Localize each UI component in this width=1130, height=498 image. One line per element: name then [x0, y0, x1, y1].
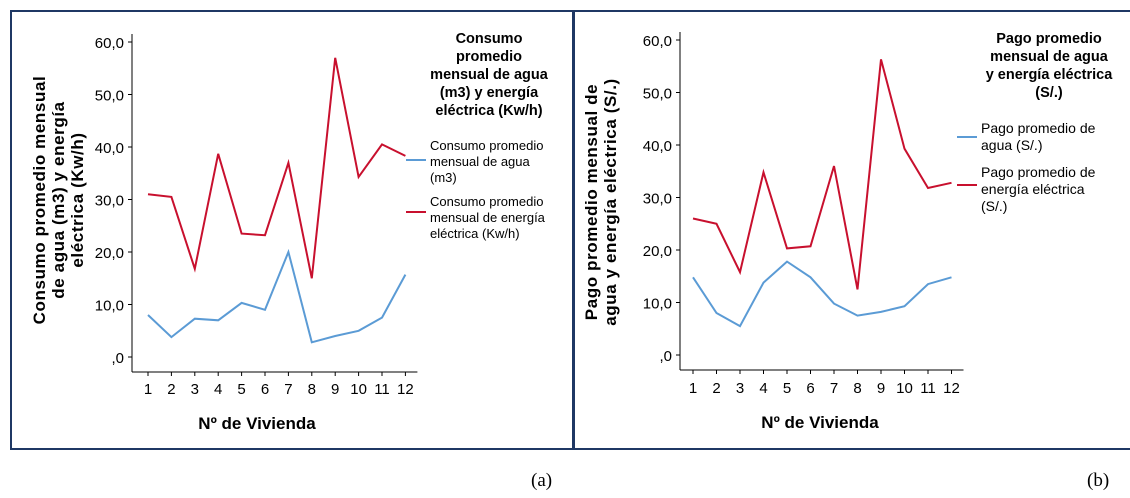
chart-a-y-tick-label: 20,0 — [95, 245, 124, 262]
chart-b-y-tick-label: 10,0 — [643, 296, 672, 313]
chart-b-x-tick-label: 2 — [712, 380, 720, 397]
chart-b-legend-label-line: Pago promedio de — [981, 120, 1096, 136]
chart-a-legend-label-line: mensual de agua — [430, 154, 530, 169]
chart-b-x-tick-label: 11 — [920, 380, 936, 397]
chart-a-legend-label-line: Consumo promedio — [430, 194, 544, 209]
chart-b-y-tick-label: 20,0 — [643, 243, 672, 260]
chart-a-y-tick-label: 60,0 — [95, 35, 124, 52]
chart-b-legend-label-line: Pago promedio de — [981, 164, 1096, 180]
chart-a-legend-title-line: Consumo — [455, 31, 523, 47]
chart-a-x-tick-label: 3 — [191, 381, 199, 398]
chart-b-legend-swatch-2 — [957, 184, 977, 186]
chart-b-legend-swatch-1 — [957, 136, 977, 138]
chart-a-legend-label-1: Consumo promedio mensual de agua (m3) — [430, 138, 543, 186]
chart-b-y-tick-label: 60,0 — [643, 33, 672, 50]
chart-b-plot: ,010,020,030,040,050,060,01 2 3 4 5 6 7 8 9 10 11 1… — [582, 32, 964, 432]
chart-b-legend-label-1: Pago promedio de agua (S/.) — [981, 120, 1095, 154]
chart-b-x-tick-label: 4 — [759, 380, 767, 397]
chart-b-legend-label-line: energía eléctrica — [981, 181, 1085, 197]
chart-b-y-axis-title: Pago promedio mensual de agua y energía e… — [582, 78, 620, 326]
chart-a-x-tick-label: 5 — [237, 381, 245, 398]
chart-a-legend-title: Consumo promedio mensual de agua (m3) y ene… — [410, 30, 568, 120]
chart-a-legend-title-line: (m3) y energía — [439, 85, 539, 101]
chart-a-y-axis-title-line: de agua (m3) y energía — [49, 101, 68, 298]
chart-a-legend-title-line: eléctrica (Kw/h) — [435, 103, 543, 119]
chart-a-x-axis-title: Nº de Vivienda — [198, 414, 316, 433]
chart-a-legend-title-line: promedio — [455, 49, 523, 65]
chart-b-x-tick-label: 7 — [830, 380, 838, 397]
chart-a-legend-label-line: (m3) — [430, 170, 457, 185]
chart-a-legend-label-2: Consumo promedio mensual de energía eléctr… — [430, 194, 545, 242]
chart-a-x-tick-label: 8 — [308, 381, 316, 398]
chart-b-x-tick-label: 5 — [783, 380, 791, 397]
chart-b-x-axis-title: Nº de Vivienda — [761, 413, 879, 432]
chart-a-legend-label-line: Consumo promedio — [430, 138, 544, 153]
chart-a-y-tick-label: 50,0 — [95, 88, 124, 105]
caption-b: (b) — [1087, 470, 1110, 491]
chart-b-legend-label-2: Pago promedio de energía eléctrica (S/.) — [981, 164, 1095, 215]
chart-a-series-1-line — [147, 248, 407, 344]
chart-a-x-tick-label: 7 — [284, 381, 292, 398]
chart-a-legend-swatch-2 — [406, 211, 426, 213]
chart-b-legend-title-line: (S/.) — [1035, 85, 1063, 101]
chart-b-x-tick-label: 8 — [853, 380, 861, 397]
chart-a-y-axis-title: Consumo promedio mensual de agua (m3) y e… — [30, 76, 87, 325]
chart-a-x-tick-label: 9 — [331, 381, 339, 398]
chart-a-x-tick-label: 10 — [350, 381, 367, 398]
chart-a-x-tick-label: 6 — [261, 381, 269, 398]
chart-b-legend-title-line: Pago promedio — [996, 31, 1102, 47]
caption-a: (a) — [531, 470, 553, 491]
chart-b-y-axis-title-line: agua y energía eléctrica (S/.) — [601, 78, 620, 326]
chart-b-x-tick-label: 10 — [896, 380, 913, 397]
chart-a-legend-title-line: mensual de agua — [430, 67, 548, 83]
chart-a-y-tick-label: 30,0 — [95, 193, 124, 210]
chart-b-x-tick-label: 12 — [943, 380, 960, 397]
chart-a-y-tick-label: 10,0 — [95, 298, 124, 315]
chart-b-series-2-line — [692, 59, 952, 290]
chart-b-y-tick-label: ,0 — [659, 348, 672, 365]
chart-b-legend-label-line: (S/.) — [981, 198, 1008, 214]
chart-a-plot: ,010,020,030,040,050,060,01 2 3 4 5 6 7 8 9 10 11 1… — [30, 34, 418, 433]
chart-b-x-tick-label: 3 — [736, 380, 744, 397]
chart-a-x-tick-label: 11 — [374, 381, 390, 398]
chart-panel-a: ,0 10,0 20,0 30,0 40,0 50,0 60,0 1 2 3 4 5 6 7 8 9 10 11 1… — [10, 10, 574, 450]
chart-b-y-tick-label: 30,0 — [643, 191, 672, 208]
chart-a-series-2-line — [147, 57, 406, 279]
chart-panel-b: ,0 10,0 20,0 30,0 40,0 50,0 60,0 1 2 3 4 5 6 7 8 9 10 11 1… — [573, 10, 1130, 450]
chart-b-y-tick-label: 50,0 — [643, 86, 672, 103]
chart-a-x-tick-label: 12 — [397, 381, 414, 398]
chart-b-y-tick-label: 40,0 — [643, 138, 672, 155]
chart-a-y-tick-label: ,0 — [111, 350, 124, 367]
chart-b-x-tick-label: 6 — [806, 380, 814, 397]
chart-b-legend-title-line: y energía eléctrica — [985, 67, 1113, 83]
chart-b-legend-title-line: mensual de agua — [990, 49, 1108, 65]
chart-a-legend-label-line: eléctrica (Kw/h) — [430, 226, 520, 241]
chart-b-legend-label-line: agua (S/.) — [981, 137, 1043, 153]
chart-a-legend-swatch-1 — [406, 159, 426, 161]
chart-a-y-axis-title-line: eléctrica (Kw/h) — [68, 132, 87, 267]
chart-a-y-axis-title-line: Consumo promedio mensual — [30, 76, 49, 325]
chart-b-legend-title: Pago promedio mensual de agua y energía el… — [967, 30, 1130, 102]
chart-a-legend-label-line: mensual de energía — [430, 210, 545, 225]
chart-b-x-tick-label: 9 — [877, 380, 885, 397]
chart-a-x-tick-label: 2 — [167, 381, 175, 398]
chart-b-x-tick-label: 1 — [689, 380, 697, 397]
chart-b-series-1-line — [692, 260, 952, 328]
chart-a-x-tick-label: 1 — [144, 381, 152, 398]
chart-a-x-tick-label: 4 — [214, 381, 222, 398]
chart-a-y-tick-label: 40,0 — [95, 140, 124, 157]
chart-b-y-axis-title-line: Pago promedio mensual de — [582, 84, 601, 320]
